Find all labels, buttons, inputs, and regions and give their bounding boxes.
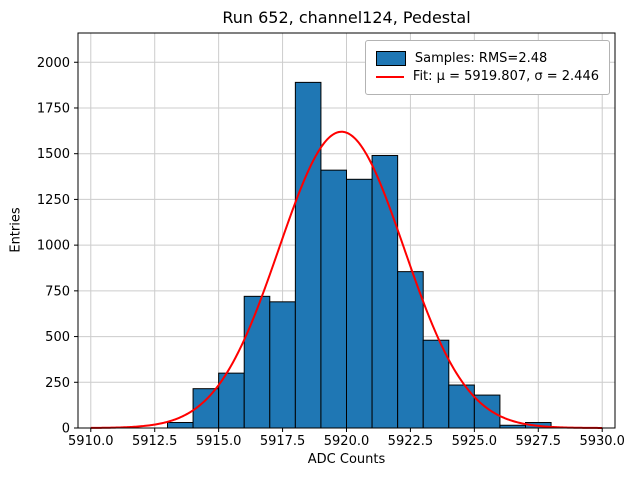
legend-item-fit: Fit: μ = 5919.807, σ = 2.446 [375, 69, 599, 84]
histogram-bar [371, 155, 399, 429]
fit-curve [90, 130, 603, 429]
histogram-bar [167, 422, 194, 429]
histogram-bar [320, 169, 347, 429]
histogram-bar [294, 81, 322, 429]
y-tick-label: 1000 [37, 239, 70, 254]
chart-title: Run 652, channel124, Pedestal [222, 8, 471, 27]
y-tick-label: 1250 [37, 193, 70, 208]
y-tick-label: 1500 [37, 147, 70, 162]
y-tick-label: 2000 [37, 56, 70, 71]
histogram-bar [422, 339, 450, 429]
histogram-bar [218, 372, 245, 429]
x-tick-label: 5910.0 [68, 434, 114, 449]
legend-fit-label: Fit: μ = 5919.807, σ = 2.446 [412, 69, 599, 84]
y-tick-label: 0 [62, 422, 70, 437]
y-tick-label: 500 [45, 330, 70, 345]
y-tick-label: 750 [45, 284, 70, 299]
y-axis-label: Entries [8, 207, 24, 253]
histogram-bar [269, 301, 296, 429]
x-tick-label: 5930.0 [579, 434, 625, 449]
x-tick-label: 5927.5 [516, 434, 562, 449]
x-tick-label: 5917.5 [260, 434, 306, 449]
histogram-bar [243, 295, 271, 429]
histogram-bar [346, 178, 373, 429]
histogram-bar [397, 271, 424, 429]
legend-item-samples: Samples: RMS=2.48 [375, 51, 599, 66]
x-tick-label: 5922.5 [388, 434, 434, 449]
x-tick-label: 5912.5 [132, 434, 178, 449]
samples-swatch-icon [375, 51, 406, 66]
x-tick-label: 5915.0 [196, 434, 242, 449]
x-tick-label: 5925.0 [452, 434, 498, 449]
legend: Samples: RMS=2.48 Fit: μ = 5919.807, σ =… [364, 40, 610, 95]
y-tick-label: 250 [45, 376, 70, 391]
fit-line-swatch-icon [375, 75, 404, 78]
x-axis-label: ADC Counts [307, 452, 386, 467]
x-tick-label: 5920.0 [324, 434, 370, 449]
y-tick-label: 1750 [37, 101, 70, 116]
legend-samples-label: Samples: RMS=2.48 [414, 51, 548, 66]
